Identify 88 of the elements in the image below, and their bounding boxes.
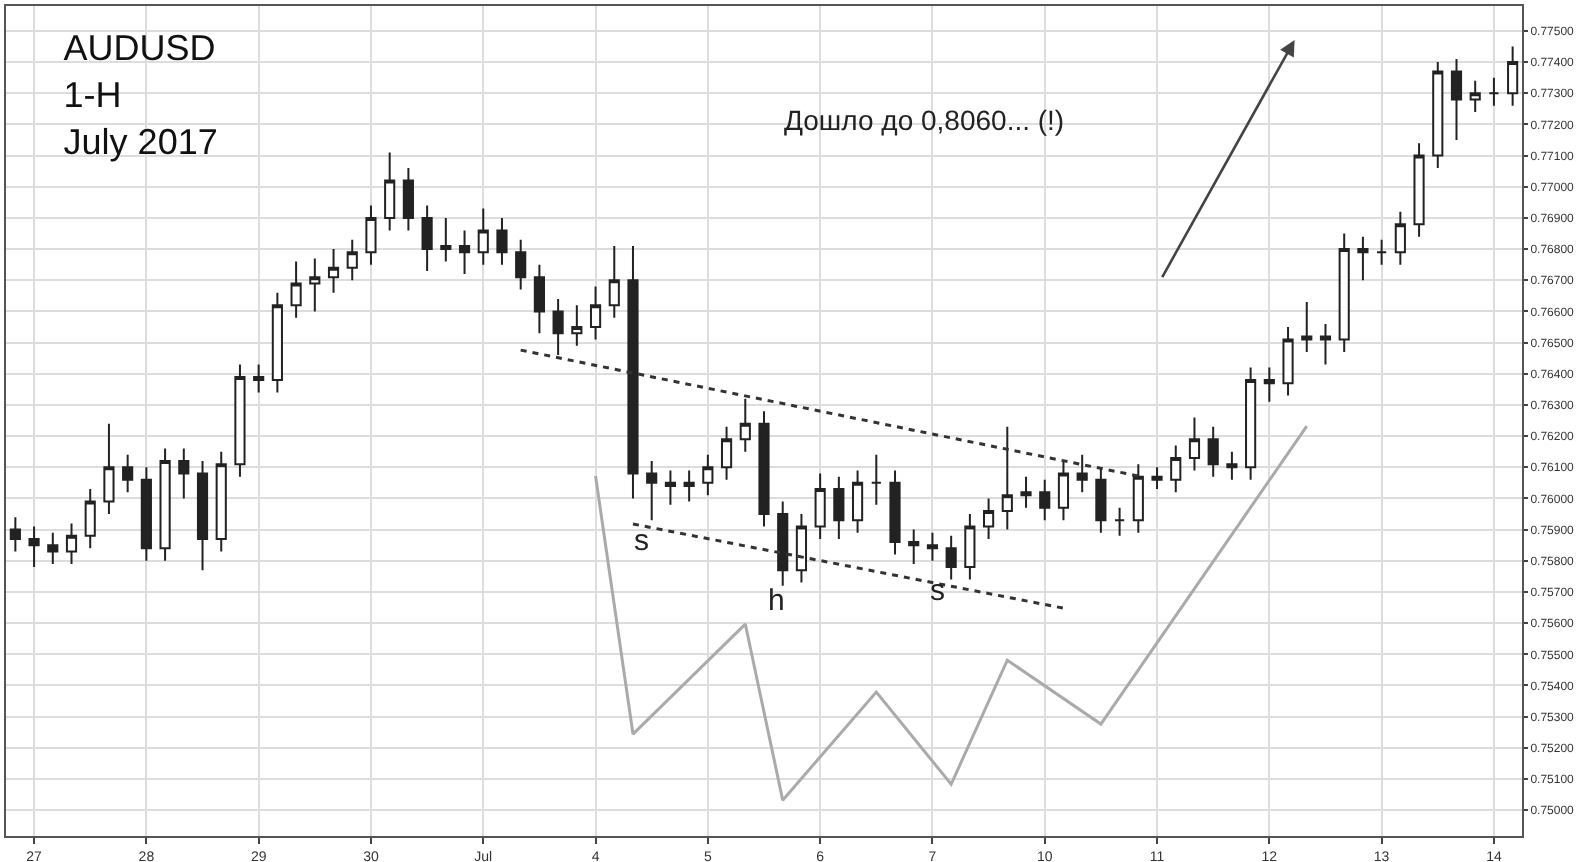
candlestick <box>983 497 995 540</box>
candlestick <box>1170 444 1182 494</box>
candlestick <box>945 534 957 581</box>
text: 1-H July 2017 <box>63 75 218 162</box>
candlestick <box>533 263 545 335</box>
annotation: s <box>634 524 649 558</box>
candlestick <box>964 513 976 581</box>
candlestick <box>253 363 265 394</box>
annotation: s <box>930 574 945 608</box>
candlestick <box>421 204 433 272</box>
candlestick <box>1263 366 1275 403</box>
candlestick <box>1245 366 1257 481</box>
candlestick <box>458 229 471 276</box>
candlestick <box>1057 460 1070 522</box>
candlestick <box>1282 326 1294 397</box>
candlestick <box>833 475 845 540</box>
candlestick <box>215 450 227 553</box>
candlestick <box>702 453 714 497</box>
candlestick <box>234 363 246 478</box>
candlestick <box>178 447 190 500</box>
candlestick <box>870 453 882 506</box>
candlestick <box>1020 475 1032 509</box>
candlestick <box>777 500 789 587</box>
candlestick <box>122 453 134 494</box>
candlestick <box>852 469 864 534</box>
candlestick <box>589 285 602 341</box>
candlestick <box>440 216 452 263</box>
candlestick <box>1413 142 1425 238</box>
candlestick <box>926 531 939 562</box>
candlestick <box>271 291 283 394</box>
candlestick <box>65 522 78 565</box>
annotation: Дошло до 0,8060... (!) <box>784 104 1065 136</box>
candlestick <box>795 513 808 584</box>
candlestick <box>1394 210 1406 266</box>
text: AUDUSD <box>63 28 216 69</box>
candlestick <box>1114 506 1126 537</box>
candlestick <box>1338 232 1350 353</box>
candlestick <box>290 260 302 319</box>
candlestick <box>1151 466 1163 491</box>
candlestick <box>683 469 695 503</box>
candlestick <box>720 425 733 481</box>
candlestick <box>739 397 751 453</box>
candlestick <box>1450 57 1463 142</box>
candlestick <box>627 245 639 500</box>
candlestick <box>346 238 358 282</box>
candlestick <box>402 167 414 232</box>
candlestick <box>571 304 583 347</box>
candlestick <box>889 469 901 556</box>
candlestick <box>1357 235 1369 282</box>
candlestick <box>384 151 396 232</box>
candlestick <box>1039 478 1051 522</box>
candlestick <box>365 204 377 266</box>
candlestick <box>1319 322 1332 366</box>
candlestick <box>1095 466 1107 534</box>
candlestick <box>28 525 40 569</box>
candlestick <box>196 460 209 572</box>
candlestick <box>664 469 676 506</box>
candlestick <box>1376 238 1388 266</box>
candlestick <box>140 466 152 562</box>
line-series <box>594 424 1309 802</box>
candlestick <box>814 472 826 540</box>
candlestick <box>477 207 489 266</box>
candlestick <box>1076 453 1088 494</box>
annotation: h <box>768 584 785 618</box>
candlestick <box>1207 425 1219 478</box>
candlestick <box>1132 463 1144 534</box>
candlestick <box>758 410 770 528</box>
candlestick <box>159 447 171 562</box>
candlestick <box>496 216 508 266</box>
candlestick <box>646 460 658 522</box>
candlestick <box>1188 416 1201 472</box>
candlestick <box>309 257 321 313</box>
candlestick <box>1507 45 1519 107</box>
candlestick <box>552 297 564 357</box>
candlestick <box>608 245 620 319</box>
candlestick <box>103 422 115 516</box>
candlestick <box>1001 425 1013 531</box>
candlestick <box>47 531 59 565</box>
candlestick <box>1301 301 1313 353</box>
candlestick <box>1226 450 1238 481</box>
candlestick <box>515 238 527 291</box>
candlestick <box>84 488 96 550</box>
candlestick <box>327 248 340 294</box>
candlestick <box>1488 76 1500 107</box>
candlestick <box>9 516 21 553</box>
candlestick <box>1469 79 1481 113</box>
candlestick <box>908 528 920 565</box>
candlestick <box>1432 61 1444 170</box>
